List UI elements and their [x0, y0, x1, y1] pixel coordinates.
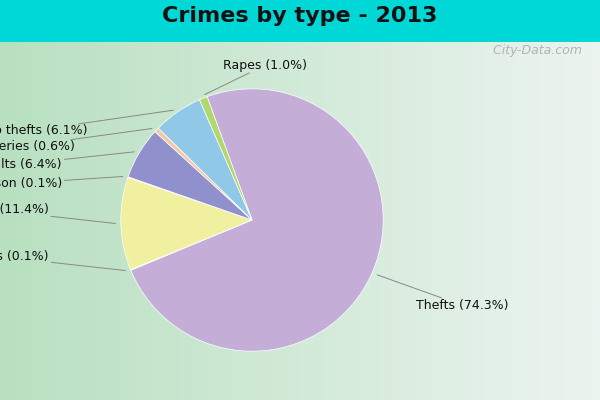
- Text: Crimes by type - 2013: Crimes by type - 2013: [163, 6, 437, 26]
- Wedge shape: [130, 220, 252, 270]
- Wedge shape: [121, 178, 252, 270]
- Text: City-Data.com: City-Data.com: [485, 44, 582, 57]
- Text: Rapes (1.0%): Rapes (1.0%): [205, 59, 307, 94]
- Text: Auto thefts (6.1%): Auto thefts (6.1%): [0, 110, 173, 137]
- Text: Murders (0.1%): Murders (0.1%): [0, 250, 125, 270]
- Text: Thefts (74.3%): Thefts (74.3%): [377, 275, 509, 312]
- Text: Arson (0.1%): Arson (0.1%): [0, 176, 123, 190]
- Text: Burglaries (11.4%): Burglaries (11.4%): [0, 203, 115, 224]
- Wedge shape: [128, 177, 252, 220]
- Text: Assaults (6.4%): Assaults (6.4%): [0, 152, 134, 171]
- Text: Robberies (0.6%): Robberies (0.6%): [0, 128, 152, 153]
- Wedge shape: [199, 97, 252, 220]
- Wedge shape: [158, 100, 252, 220]
- Wedge shape: [128, 132, 252, 220]
- Wedge shape: [155, 128, 252, 220]
- Wedge shape: [131, 89, 383, 351]
